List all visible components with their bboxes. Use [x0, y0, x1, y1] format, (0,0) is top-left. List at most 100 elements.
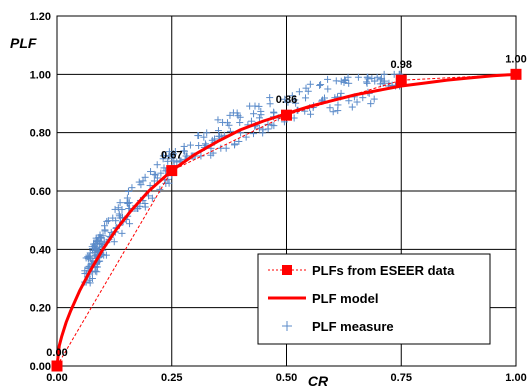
measure-point — [91, 240, 99, 248]
measure-point — [250, 110, 258, 118]
measure-point — [139, 177, 147, 185]
x-tick-label: 0.50 — [276, 372, 297, 384]
measure-point — [266, 94, 274, 102]
measure-point — [159, 152, 167, 160]
measure-point — [195, 142, 203, 150]
measure-point — [200, 133, 208, 141]
measure-point — [302, 94, 310, 102]
measure-point — [288, 92, 296, 100]
x-tick-label: 0.25 — [161, 372, 182, 384]
measure-point — [255, 124, 263, 132]
measure-point — [216, 132, 224, 140]
measure-point — [367, 100, 375, 108]
measure-point — [137, 181, 145, 189]
measure-point — [197, 152, 205, 160]
measure-point — [234, 112, 242, 120]
x-tick-label: 0.00 — [46, 372, 67, 384]
measure-point — [255, 102, 263, 110]
measure-point — [235, 137, 243, 145]
legend-eseer-marker — [282, 265, 292, 275]
measure-point — [302, 84, 310, 92]
measure-point — [157, 169, 165, 177]
measure-point — [284, 98, 292, 106]
measure-point — [266, 100, 274, 108]
measure-point — [85, 253, 93, 261]
eseer-point — [281, 109, 292, 121]
measure-point — [345, 97, 353, 105]
measure-point — [370, 95, 378, 103]
eseer-point — [166, 165, 178, 177]
measure-point — [86, 279, 94, 287]
measure-point — [118, 206, 126, 214]
measure-point — [152, 171, 160, 179]
measure-point — [281, 95, 289, 103]
measure-point — [141, 203, 149, 211]
legend-measure-label: PLF measure — [312, 319, 394, 334]
measure-point — [223, 119, 231, 127]
measure-point — [153, 174, 161, 182]
eseer-dashed-line — [56, 73, 517, 367]
measure-point — [207, 151, 215, 159]
measure-point — [103, 217, 111, 225]
eseer-data-label: 0.67 — [161, 150, 182, 162]
measure-point — [380, 70, 388, 78]
measure-point — [320, 94, 328, 102]
measure-point — [153, 161, 161, 169]
eseer-data-label: 0.86 — [276, 94, 297, 106]
measure-point — [363, 79, 371, 87]
x-tick-label: 0.75 — [391, 372, 412, 384]
measure-point — [86, 255, 94, 263]
measure-point — [217, 144, 225, 152]
measure-point — [165, 179, 173, 187]
measure-point — [359, 94, 367, 102]
measure-point — [329, 108, 337, 116]
measure-point — [170, 157, 178, 165]
measure-point — [150, 170, 158, 178]
measure-point — [255, 114, 263, 122]
measure-point — [96, 231, 104, 239]
x-tick-label: 1.00 — [505, 372, 526, 384]
measure-point — [295, 88, 303, 96]
measure-point — [246, 102, 254, 110]
eseer-series — [56, 73, 517, 367]
measure-point — [150, 177, 158, 185]
measure-point — [164, 157, 172, 165]
eseer-data-label: 0.00 — [46, 347, 67, 359]
measure-point — [231, 141, 239, 149]
y-tick-label: 0.60 — [30, 186, 51, 198]
measure-point — [292, 99, 300, 107]
measure-point — [116, 199, 124, 207]
measure-point — [99, 232, 107, 240]
measure-point — [324, 75, 332, 83]
measure-point — [112, 217, 120, 225]
y-tick-label: 1.00 — [30, 69, 51, 81]
measure-point — [344, 73, 352, 81]
y-axis-title: PLF — [10, 35, 37, 51]
eseer-data-label: 1.00 — [505, 53, 526, 65]
plf-model-line — [55, 72, 517, 367]
measure-point — [340, 78, 348, 86]
y-tick-label: 1.20 — [30, 11, 51, 23]
measure-point — [84, 263, 92, 271]
measure-point — [326, 104, 334, 112]
legend-model-label: PLF model — [312, 291, 378, 306]
measure-point — [306, 80, 314, 88]
measure-point — [334, 101, 342, 109]
data-labels: 0.00 0.67 0.86 0.98 1.00 — [46, 53, 526, 359]
measure-point — [324, 85, 332, 93]
tick-labels: 0.00 0.25 0.50 0.75 1.00 0.00 0.20 0.40 0.60 0.80… — [30, 11, 527, 384]
measure-point — [348, 103, 356, 111]
measure-point — [93, 236, 101, 244]
measure-point — [128, 184, 136, 192]
legend-eseer-label: PLFs from ESEER data — [312, 263, 455, 278]
measure-point — [126, 220, 134, 228]
measure-point — [141, 173, 149, 181]
measure-point — [173, 158, 181, 166]
measure-point — [118, 229, 126, 237]
measure-point — [124, 187, 132, 195]
measure-point — [136, 202, 144, 210]
measure-point — [208, 136, 216, 144]
measure-point — [88, 275, 96, 283]
